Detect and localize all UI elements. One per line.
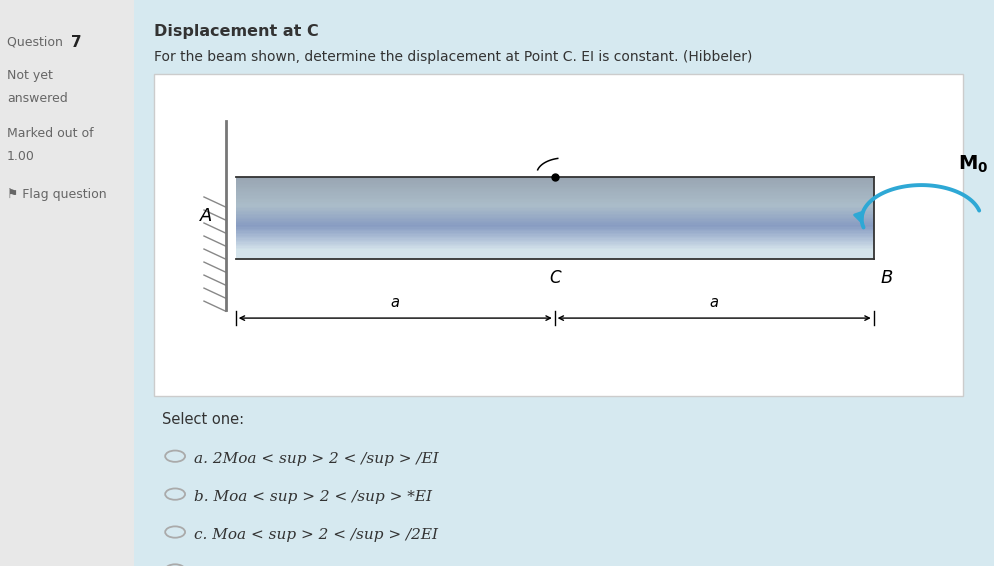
Bar: [236, 199, 873, 200]
Bar: [236, 214, 873, 215]
Text: ⚑ Flag question: ⚑ Flag question: [7, 188, 106, 201]
Bar: [236, 252, 873, 253]
Bar: [236, 184, 873, 185]
Bar: [236, 211, 873, 212]
Text: b. Moa < sup > 2 < /sup > *EI: b. Moa < sup > 2 < /sup > *EI: [194, 490, 431, 504]
Bar: [236, 233, 873, 234]
Bar: [236, 249, 873, 251]
Bar: [236, 180, 873, 181]
Bar: [236, 194, 873, 195]
Bar: [236, 190, 873, 191]
Text: Question: Question: [7, 35, 67, 48]
Text: 7: 7: [71, 35, 82, 50]
Bar: [236, 222, 873, 224]
Bar: [236, 192, 873, 194]
Bar: [236, 248, 873, 249]
Bar: [236, 256, 873, 258]
Bar: [236, 241, 873, 242]
Bar: [236, 253, 873, 255]
Bar: [236, 225, 873, 226]
Bar: [236, 237, 873, 238]
Text: B: B: [880, 269, 892, 287]
Text: Displacement at C: Displacement at C: [154, 24, 319, 40]
Bar: [236, 230, 873, 231]
Text: C: C: [549, 269, 560, 287]
Bar: [236, 204, 873, 205]
Text: a. 2Moa < sup > 2 < /sup > /EI: a. 2Moa < sup > 2 < /sup > /EI: [194, 452, 438, 466]
Bar: [236, 203, 873, 204]
Text: a: a: [391, 295, 400, 310]
Text: A: A: [200, 207, 212, 225]
Text: For the beam shown, determine the displacement at Point C. EI is constant. (Hibb: For the beam shown, determine the displa…: [154, 50, 751, 64]
Bar: [236, 196, 873, 198]
Bar: [236, 219, 873, 221]
Bar: [236, 242, 873, 244]
Bar: [236, 183, 873, 184]
Bar: [236, 238, 873, 239]
Bar: [236, 181, 873, 183]
Bar: [236, 217, 873, 218]
Bar: [236, 200, 873, 201]
Bar: [236, 198, 873, 199]
Bar: [236, 228, 873, 229]
Text: Marked out of: Marked out of: [7, 127, 93, 140]
Bar: [236, 210, 873, 211]
Text: Not yet: Not yet: [7, 69, 53, 82]
Bar: [236, 178, 873, 180]
Bar: [236, 195, 873, 196]
Text: c. Moa < sup > 2 < /sup > /2EI: c. Moa < sup > 2 < /sup > /2EI: [194, 528, 437, 542]
Bar: [236, 185, 873, 187]
Bar: [236, 244, 873, 245]
Bar: [236, 191, 873, 192]
Bar: [0, 0, 134, 566]
Bar: [154, 74, 962, 396]
Bar: [236, 188, 873, 190]
Bar: [236, 239, 873, 241]
Bar: [236, 235, 873, 237]
Bar: [236, 187, 873, 188]
Text: Select one:: Select one:: [162, 412, 245, 427]
Bar: [236, 221, 873, 222]
Bar: [236, 207, 873, 208]
Bar: [236, 224, 873, 225]
Bar: [236, 246, 873, 248]
Bar: [236, 208, 873, 210]
Bar: [236, 245, 873, 246]
Bar: [236, 234, 873, 235]
Bar: [236, 226, 873, 228]
Text: $\mathbf{M_0}$: $\mathbf{M_0}$: [957, 153, 987, 175]
Bar: [236, 231, 873, 233]
Bar: [236, 229, 873, 230]
Bar: [236, 251, 873, 252]
Text: answered: answered: [7, 92, 68, 105]
Bar: [236, 177, 873, 178]
Bar: [236, 215, 873, 217]
Bar: [236, 258, 873, 259]
Bar: [236, 212, 873, 214]
Bar: [236, 255, 873, 256]
Text: 1.00: 1.00: [7, 150, 35, 163]
Bar: [236, 205, 873, 207]
Bar: [236, 201, 873, 203]
Text: a: a: [709, 295, 718, 310]
Bar: [236, 218, 873, 219]
